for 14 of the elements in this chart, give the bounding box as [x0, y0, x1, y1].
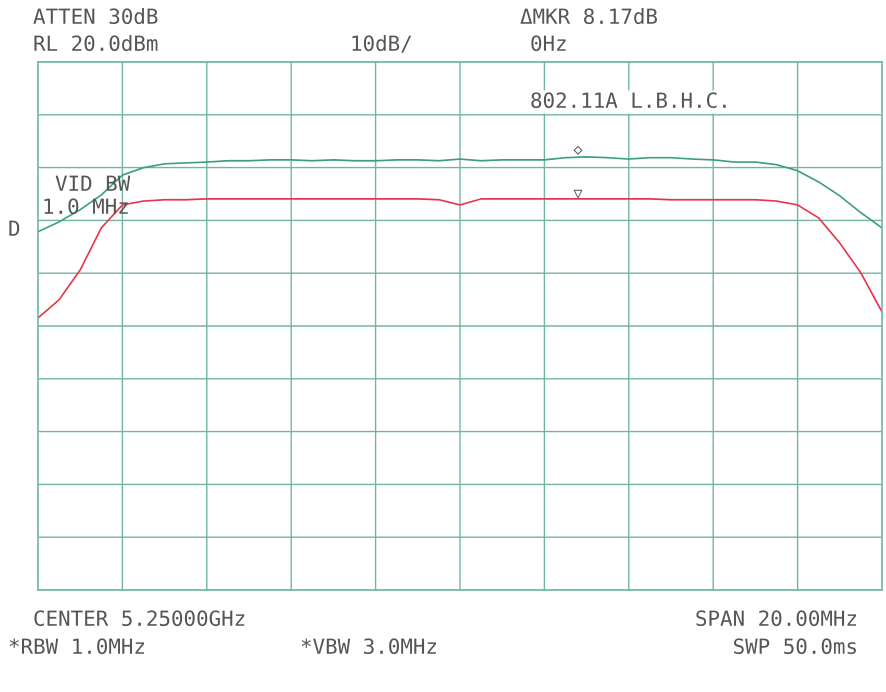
- text: ◇: [573, 146, 583, 155]
- text: D: [9, 220, 20, 236]
- text: ΔMKR 8.17dB: [520, 8, 657, 24]
- text: CENTER 5.25000GHz: [34, 610, 244, 626]
- text: RL 20.0dBm: [34, 34, 158, 52]
- text: SPAN 20.00MHz: [696, 610, 856, 626]
- text: SWP 50.0ms: [734, 638, 856, 654]
- text: *RBW 1.0MHz: [10, 638, 144, 654]
- annotation: ▽: [573, 190, 583, 199]
- text: 802.11A L.B.H.C.: [531, 92, 726, 108]
- text: *VBW 3.0MHz: [302, 638, 436, 654]
- text: 0Hz: [531, 35, 566, 52]
- text: ATTEN 30dB: [33, 8, 158, 24]
- text: 10dB/: [352, 34, 412, 53]
